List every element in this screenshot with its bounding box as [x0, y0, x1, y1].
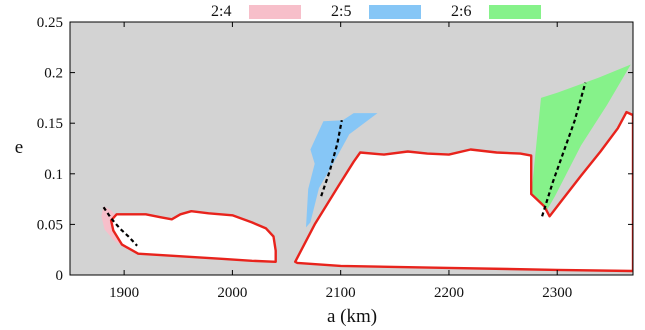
y-tick-label: 0	[56, 268, 64, 284]
x-tick-label: 2000	[217, 285, 247, 301]
x-tick-label: 1900	[109, 285, 139, 301]
x-axis-title: a (km)	[327, 306, 377, 327]
y-tick-label: 0.15	[37, 116, 63, 132]
x-tick-label: 2100	[326, 285, 356, 301]
legend-label-3: 2:6	[451, 3, 471, 20]
legend-label-1: 2:4	[211, 3, 231, 20]
y-tick-label: 0.2	[44, 66, 63, 82]
stable-region-1	[109, 209, 277, 263]
stable-region-2	[294, 110, 633, 273]
y-tick-label: 0.1	[44, 167, 63, 183]
x-tick-label: 2300	[542, 285, 572, 301]
legend: 2:4 2:5 2:6	[211, 3, 541, 20]
resonance-center-line-1	[102, 206, 138, 247]
legend-swatch-3	[489, 5, 541, 19]
y-tick-label: 0.25	[37, 15, 63, 31]
resonance-region-2	[306, 113, 378, 228]
legend-swatch-1	[249, 5, 301, 19]
resonance-region-3	[526, 64, 631, 257]
legend-label-2: 2:5	[331, 3, 351, 20]
y-tick-label: 0.05	[37, 217, 63, 233]
x-tick-label: 2200	[434, 285, 464, 301]
y-axis-title: e	[15, 137, 23, 158]
resonance-center-line-3	[541, 82, 587, 217]
plot-frame	[69, 21, 634, 276]
resonance-center-line-2	[320, 119, 343, 197]
legend-swatch-2	[369, 5, 421, 19]
